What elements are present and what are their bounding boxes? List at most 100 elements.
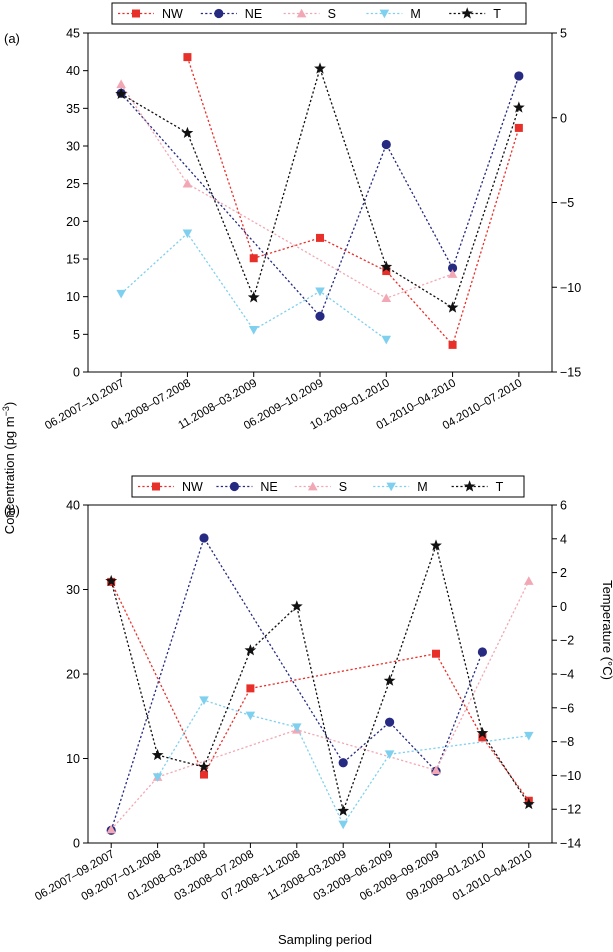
legend-marker-m (386, 482, 396, 492)
y-tick-label-right-10: −10 (560, 281, 581, 295)
point-t-06-2009-10-2009 (314, 62, 326, 74)
series-ne (116, 71, 524, 321)
series-s (116, 79, 458, 303)
point-ne-01-2008-03-2008 (199, 533, 209, 543)
point-t-06-2009-09-2009 (430, 539, 442, 551)
y-tick-label-right-0: 0 (560, 600, 567, 614)
point-m-01-2010-04-2010 (524, 731, 534, 741)
point-t-10-2009-01-2010 (380, 260, 393, 272)
point-nw-01-2010-04-2010 (448, 340, 457, 349)
point-m-11-2008-03-2009 (248, 325, 259, 335)
legend-marker-nw (152, 482, 160, 491)
point-ne-04-2010-07-2010 (514, 71, 524, 81)
point-t-07-2008-11-2008 (290, 600, 303, 612)
legend-label-ne: NE (260, 480, 277, 494)
legend-marker-s (296, 8, 307, 18)
legend-label-s: S (328, 7, 336, 21)
y-tick-label-left-40: 40 (66, 499, 80, 513)
x-tick-label-07-2008-11-2008: 07.2008–11.2008 (219, 848, 302, 903)
point-ne-09-2009-01-2010 (477, 647, 487, 657)
y-tick-label-left-5: 5 (73, 328, 80, 342)
y-tick-label-left-15: 15 (66, 253, 80, 267)
y-tick-label-right-6: 6 (560, 499, 567, 513)
series-ne (106, 533, 487, 835)
plot-frame (87, 504, 553, 844)
point-t-04-2010-07-2010 (512, 101, 525, 113)
y-tick-label-right-2: 2 (560, 566, 567, 580)
legend-label-m: M (417, 480, 427, 494)
series-t (105, 539, 535, 816)
y-tick-label-right-5: 5 (560, 27, 567, 41)
legend-label-ne: NE (245, 7, 262, 21)
legend-marker-s (308, 481, 318, 491)
y-tick-label-left-30: 30 (66, 583, 80, 597)
point-m-07-2008-11-2008 (292, 723, 302, 733)
point-m-10-2009-01-2010 (381, 335, 392, 345)
panel-label: (b) (4, 503, 20, 518)
y-tick-label-left-35: 35 (66, 102, 80, 116)
y-axis-label-right: Temperature (°C) (600, 580, 613, 680)
x-tick-label-03-2008-07-2008: 03.2008–07.2008 (172, 848, 256, 903)
x-tick-label-09-2007-01-2008: 09.2007–01.2008 (80, 848, 164, 903)
x-tick-label-01-2008-03-2008: 01.2008–03.2008 (126, 848, 210, 903)
series-line-ne (110, 536, 484, 831)
series-line-nw (186, 56, 520, 347)
point-nw-04-2010-07-2010 (514, 123, 523, 132)
legend-label-nw: NW (162, 7, 183, 21)
y-tick-label-right-14: −14 (560, 837, 581, 851)
point-nw-06-2009-09-2009 (432, 649, 440, 658)
point-nw-01-2008-03-2008 (200, 770, 208, 779)
legend-marker-m (379, 9, 390, 19)
x-tick-label-01-2010-04-2010: 01.2010–04.2010 (451, 848, 535, 903)
legend-label-t: T (496, 480, 504, 494)
series-line-ne (120, 75, 520, 318)
y-tick-label-left-20: 20 (66, 215, 80, 229)
point-t-01-2008-03-2008 (198, 760, 210, 772)
y-tick-label-left-40: 40 (66, 64, 80, 78)
point-m-09-2007-01-2008 (152, 773, 163, 782)
y-tick-label-right-2: −2 (560, 634, 574, 648)
point-s-06-2007-09-2007 (106, 824, 116, 834)
series-t (115, 62, 525, 313)
y-tick-label-left-10: 10 (66, 752, 80, 766)
series-line-t (120, 66, 520, 309)
series-nw (183, 53, 523, 349)
point-nw-03-2008-07-2008 (246, 684, 255, 693)
point-s-10-2009-01-2010 (381, 293, 392, 303)
legend-marker-t (461, 7, 474, 19)
series-line-nw (110, 581, 530, 802)
point-m-11-2008-03-2009 (338, 820, 348, 830)
y-tick-label-right-10: −10 (560, 769, 581, 783)
point-m-04-2008-07-2008 (182, 229, 193, 239)
point-t-06-2007-09-2007 (105, 574, 118, 587)
x-axis-label: Sampling period (278, 932, 372, 947)
y-tick-label-left-10: 10 (66, 290, 80, 304)
y-tick-label-left-45: 45 (66, 27, 80, 41)
legend-label-m: M (410, 7, 420, 21)
point-m-06-2007-10-2007 (116, 289, 126, 299)
y-tick-label-right-4: −4 (560, 668, 574, 682)
point-t-11-2008-03-2009 (337, 804, 350, 816)
point-t-11-2008-03-2009 (247, 291, 260, 303)
legend-marker-nw (132, 9, 140, 18)
y-tick-label-right-6: −6 (560, 701, 574, 715)
point-ne-06-2009-10-2009 (315, 311, 325, 321)
series-line-s (110, 580, 530, 830)
y-tick-label-right-15: −15 (560, 366, 581, 380)
point-t-09-2009-01-2010 (476, 726, 489, 739)
point-nw-09-2009-01-2010 (478, 733, 487, 742)
y-axis-label-left: Concentration (pg m−3) (1, 402, 17, 534)
y-tick-label-left-0: 0 (73, 837, 80, 851)
x-tick-label-03-2009-06-2009: 03.2009–06.2009 (312, 848, 396, 903)
y-tick-label-right-0: 0 (560, 111, 567, 125)
legend: NW NE S M T (131, 475, 525, 498)
point-nw-11-2008-03-2009 (249, 254, 258, 263)
point-ne-10-2009-01-2010 (381, 139, 391, 150)
point-t-06-2007-10-2007 (115, 87, 128, 100)
series-nw (107, 577, 533, 805)
legend-marker-ne (229, 481, 239, 492)
legend-marker-ne (214, 8, 224, 19)
legend: NW NE S M T (111, 2, 527, 25)
point-t-04-2008-07-2008 (181, 126, 194, 139)
point-m-03-2009-06-2009 (384, 750, 395, 760)
